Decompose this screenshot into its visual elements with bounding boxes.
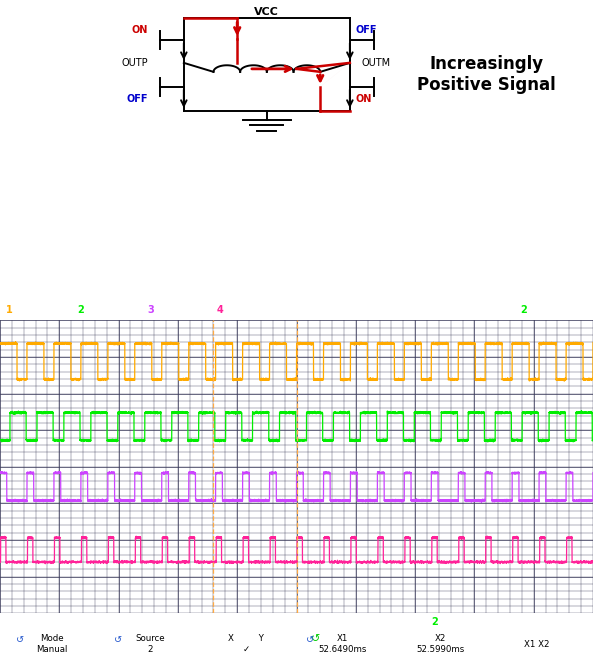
Text: ★ 52.79μ: ★ 52.79μ xyxy=(296,305,339,315)
Text: 2: 2 xyxy=(432,617,438,627)
Text: VCC: VCC xyxy=(254,7,279,18)
Text: 5.88V: 5.88V xyxy=(534,305,562,315)
Text: 1/ΔX = 20.000kHz: 1/ΔX = 20.000kHz xyxy=(211,617,299,627)
Text: ) = -20.0000V: ) = -20.0000V xyxy=(444,617,512,627)
Text: 2: 2 xyxy=(77,305,84,315)
Text: OUTP: OUTP xyxy=(122,58,148,68)
Text: OFF: OFF xyxy=(127,94,148,104)
Text: 20.0V/: 20.0V/ xyxy=(21,305,52,315)
Text: ↺: ↺ xyxy=(311,634,321,644)
Text: f: f xyxy=(503,305,506,315)
Text: ON: ON xyxy=(356,94,372,104)
Text: 3: 3 xyxy=(147,305,154,315)
Text: ON: ON xyxy=(132,25,148,35)
Text: 1: 1 xyxy=(6,305,12,315)
Text: ΔX = -50.00000us: ΔX = -50.00000us xyxy=(9,617,97,627)
Text: ΔY(: ΔY( xyxy=(400,617,417,627)
Text: Stop: Stop xyxy=(451,305,473,315)
Text: 2: 2 xyxy=(521,305,527,315)
Text: 100.0%/: 100.0%/ xyxy=(382,305,422,315)
Text: 20.0V/: 20.0V/ xyxy=(160,305,192,315)
Text: OFF: OFF xyxy=(356,25,377,35)
Text: OUTM: OUTM xyxy=(362,58,391,68)
Text: 10.0V/: 10.0V/ xyxy=(230,305,262,315)
Text: 4: 4 xyxy=(217,305,224,315)
Text: 10.0V/: 10.0V/ xyxy=(90,305,122,315)
Text: Increasingly
Positive Signal: Increasingly Positive Signal xyxy=(417,55,556,94)
